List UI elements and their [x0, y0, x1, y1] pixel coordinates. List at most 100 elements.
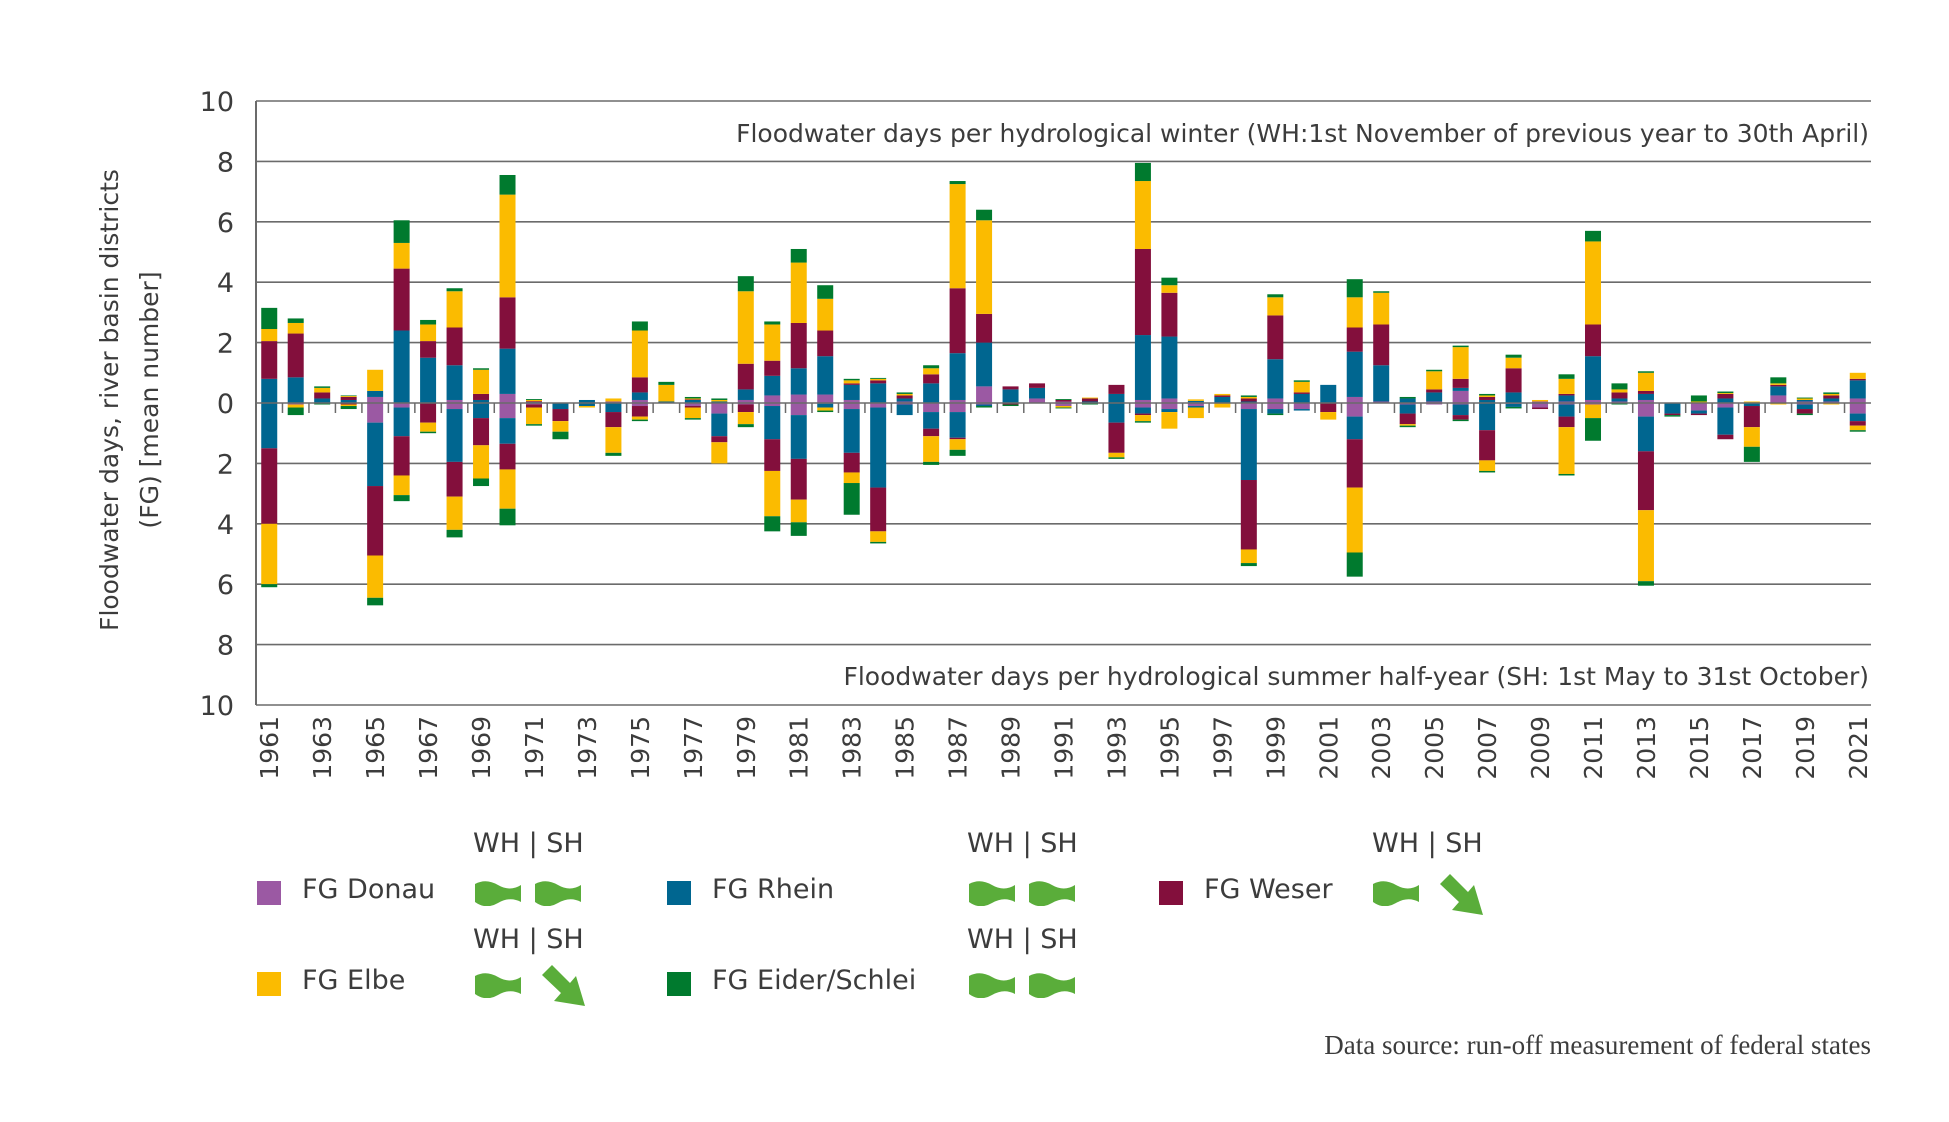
bar-weser-winter-1970: [499, 297, 516, 349]
bar-donau-summer-1999: [1267, 403, 1284, 410]
bar-rhein-summer-1983: [843, 409, 860, 453]
bar-donau-summer-2000: [1293, 403, 1310, 410]
bar-weser-summer-1980: [764, 439, 781, 471]
bar-weser-winter-2008: [1505, 368, 1522, 393]
bar-elbe-summer-1977: [684, 407, 701, 419]
bar-elbe-winter-1983: [843, 380, 860, 384]
bar-rhein-summer-1961: [261, 403, 278, 449]
bar-eider-schlei-winter-2012: [1611, 383, 1628, 390]
bar-weser-winter-1967: [420, 341, 437, 358]
bar-donau-summer-1975: [631, 403, 648, 407]
bar-elbe-summer-1981: [790, 499, 807, 523]
bar-eider-schlei-winter-1987: [949, 181, 966, 185]
bar-rhein-winter-1996: [1187, 400, 1204, 403]
y-tick-label: 10: [200, 87, 234, 118]
bar-elbe-summer-1968: [446, 496, 463, 530]
x-tick-label: 1991: [1050, 716, 1079, 780]
bar-rhein-winter-1994: [1134, 335, 1151, 400]
bar-weser-summer-2019: [1796, 409, 1813, 414]
bar-rhein-summer-1966: [393, 407, 410, 437]
bar-elbe-summer-2021: [1849, 425, 1866, 431]
bar-elbe-winter-1998: [1240, 396, 1257, 399]
bar-elbe-winter-2006: [1452, 347, 1469, 379]
bar-elbe-winter-1975: [631, 330, 648, 378]
legend-swatch-eider-schlei: [667, 972, 691, 996]
bar-eider-schlei-summer-2010: [1558, 473, 1575, 476]
bar-weser-winter-1994: [1134, 248, 1151, 336]
bar-weser-winter-1997: [1214, 395, 1231, 397]
bar-weser-winter-1981: [790, 322, 807, 369]
bar-eider-schlei-winter-1979: [737, 276, 754, 292]
bar-elbe-winter-1977: [684, 398, 701, 400]
bar-donau-summer-2021: [1849, 403, 1866, 414]
bar-donau-winter-1981: [790, 394, 807, 403]
bar-eider-schlei-winter-2003: [1373, 291, 1390, 293]
bar-elbe-summer-1966: [393, 475, 410, 496]
bar-rhein-summer-1986: [923, 412, 940, 429]
bar-eider-schlei-winter-1994: [1134, 162, 1151, 182]
bar-rhein-winter-1966: [393, 330, 410, 403]
bar-elbe-winter-1961: [261, 329, 278, 342]
bar-eider-schlei-summer-2019: [1796, 413, 1813, 416]
bar-eider-schlei-summer-1964: [340, 406, 357, 410]
bar-elbe-summer-1972: [552, 421, 569, 432]
bar-elbe-winter-1971: [525, 399, 542, 402]
bar-donau-summer-1978: [711, 403, 728, 414]
decreasing-trend-icon: [542, 965, 585, 1006]
bar-elbe-summer-2013: [1637, 510, 1654, 582]
bar-donau-summer-2015: [1690, 403, 1707, 411]
bar-elbe-summer-1974: [605, 427, 622, 453]
bar-eider-schlei-winter-2013: [1637, 371, 1654, 373]
x-tick-label: 1965: [361, 716, 390, 780]
x-tick-label: 1973: [573, 716, 602, 780]
bar-rhein-winter-2011: [1585, 356, 1602, 400]
bar-weser-summer-1970: [499, 443, 516, 470]
bar-rhein-winter-2012: [1611, 398, 1628, 402]
bar-elbe-summer-1982: [817, 407, 834, 411]
bar-rhein-summer-1999: [1267, 409, 1284, 414]
bar-eider-schlei-summer-1999: [1267, 413, 1284, 416]
no-trend-icon: [969, 881, 1015, 906]
bar-elbe-summer-1975: [631, 416, 648, 420]
bar-eider-schlei-summer-1961: [261, 584, 278, 588]
x-tick-label: 2015: [1685, 716, 1714, 780]
bar-weser-winter-1987: [949, 288, 966, 354]
bar-rhein-summer-1988: [976, 404, 993, 407]
bar-eider-schlei-summer-1980: [764, 516, 781, 532]
bar-eider-schlei-summer-1993: [1108, 457, 1125, 459]
x-tick-label: 1971: [520, 716, 549, 780]
bar-rhein-winter-1980: [764, 375, 781, 396]
bar-weser-winter-1980: [764, 360, 781, 376]
bar-eider-schlei-winter-1967: [420, 319, 437, 325]
bar-weser-summer-2013: [1637, 451, 1654, 511]
bar-eider-schlei-summer-1968: [446, 529, 463, 538]
bar-weser-winter-1988: [976, 313, 993, 343]
bar-weser-winter-2021: [1849, 378, 1866, 381]
bar-elbe-summer-1971: [525, 407, 542, 425]
bar-weser-summer-2014: [1664, 413, 1681, 416]
bar-weser-summer-1993: [1108, 422, 1125, 453]
bar-eider-schlei-summer-1979: [737, 424, 754, 428]
bar-rhein-winter-1983: [843, 384, 860, 400]
bar-weser-summer-2007: [1479, 430, 1496, 461]
bar-eider-schlei-summer-2002: [1346, 552, 1363, 577]
bar-rhein-winter-1967: [420, 357, 437, 403]
bar-rhein-summer-2007: [1479, 403, 1496, 431]
bar-weser-winter-2016: [1717, 393, 1734, 399]
bar-eider-schlei-winter-2007: [1479, 393, 1496, 396]
x-tick-label: 2011: [1579, 716, 1608, 780]
bar-elbe-winter-2007: [1479, 395, 1496, 397]
x-tick-label: 2019: [1791, 716, 1820, 780]
bar-rhein-winter-1997: [1214, 396, 1231, 403]
bar-donau-winter-2002: [1346, 396, 1363, 403]
bar-donau-summer-1977: [684, 403, 701, 407]
bar-elbe-winter-1982: [817, 298, 834, 331]
bar-rhein-summer-2000: [1293, 409, 1310, 411]
bar-weser-winter-2002: [1346, 327, 1363, 352]
bar-weser-winter-1971: [525, 401, 542, 403]
bar-rhein-summer-2016: [1717, 407, 1734, 435]
bar-rhein-winter-1979: [737, 389, 754, 400]
bar-rhein-winter-1993: [1108, 393, 1125, 403]
bar-rhein-winter-1985: [896, 398, 913, 402]
bars: [261, 162, 1866, 606]
